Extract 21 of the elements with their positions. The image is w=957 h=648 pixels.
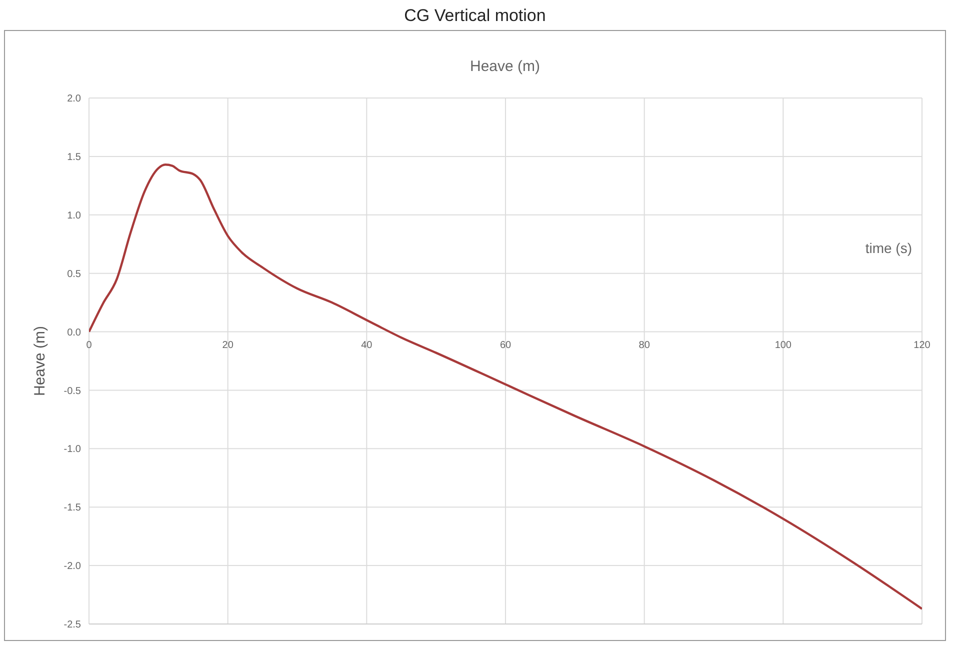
y-tick-label: -2.0 (64, 561, 82, 572)
chart-subtitle: Heave (m) (468, 58, 541, 75)
x-tick-label: 80 (638, 340, 650, 351)
y-tick-label: -1.0 (64, 444, 82, 456)
x-tick-label: 20 (222, 340, 234, 351)
x-tick-label: 40 (361, 340, 373, 351)
y-tick-label: 0.5 (67, 268, 82, 280)
x-axis-title: time (s) (865, 240, 912, 256)
y-tick-label: -2.5 (64, 620, 82, 631)
y-tick-label: 2.0 (67, 94, 82, 105)
x-tick-label: 60 (500, 340, 512, 351)
x-tick-label: 100 (774, 340, 792, 351)
y-axis-title: Heave (m) (31, 326, 48, 396)
y-tick-label: -0.5 (64, 386, 82, 397)
x-tick-label: 120 (914, 340, 931, 351)
y-tick-label: 1.5 (67, 152, 82, 163)
chart-title: CG Vertical motion (403, 6, 547, 26)
y-tick-label: 1.0 (67, 210, 82, 222)
y-tick-label: 0.0 (67, 327, 82, 338)
x-tick-label: 0 (86, 340, 92, 351)
y-tick-label: -1.5 (64, 502, 82, 514)
